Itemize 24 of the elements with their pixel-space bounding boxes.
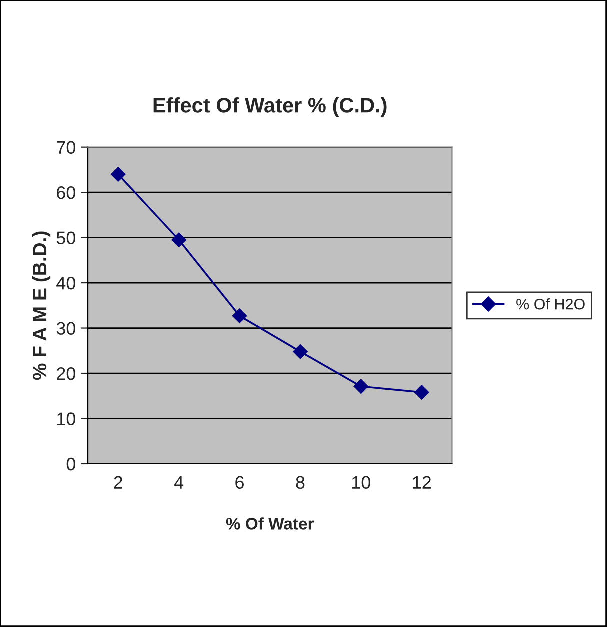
x-tick-label: 10 xyxy=(352,476,370,490)
point xyxy=(414,385,430,400)
legend-label: % Of H2O xyxy=(516,298,585,310)
y-axis-title: % F A M E (B.D.) xyxy=(32,232,51,380)
y-tick-label: 40 xyxy=(56,276,76,290)
point xyxy=(232,308,248,324)
point xyxy=(354,379,369,394)
y-tick-label: 0 xyxy=(66,458,76,471)
x-tick-label: 4 xyxy=(174,476,184,489)
x-tick-label: 6 xyxy=(236,476,244,490)
x-tick-label: 12 xyxy=(413,476,431,489)
y-tick-label: 70 xyxy=(57,141,76,154)
x-tick-label: 2 xyxy=(114,476,122,489)
y-tick-label: 10 xyxy=(58,412,76,426)
y-tick-label: 20 xyxy=(57,367,76,380)
point xyxy=(293,344,308,360)
point xyxy=(110,167,126,182)
x-tick-label: 8 xyxy=(296,476,305,490)
point xyxy=(172,232,186,248)
chart-title: Effect Of Water % (C.D.) xyxy=(154,98,387,117)
x-axis-title: % Of Water xyxy=(226,518,314,530)
y-tick-label: 30 xyxy=(56,322,76,335)
y-tick-label: 60 xyxy=(57,186,76,200)
y-tick-label: 50 xyxy=(56,232,76,245)
